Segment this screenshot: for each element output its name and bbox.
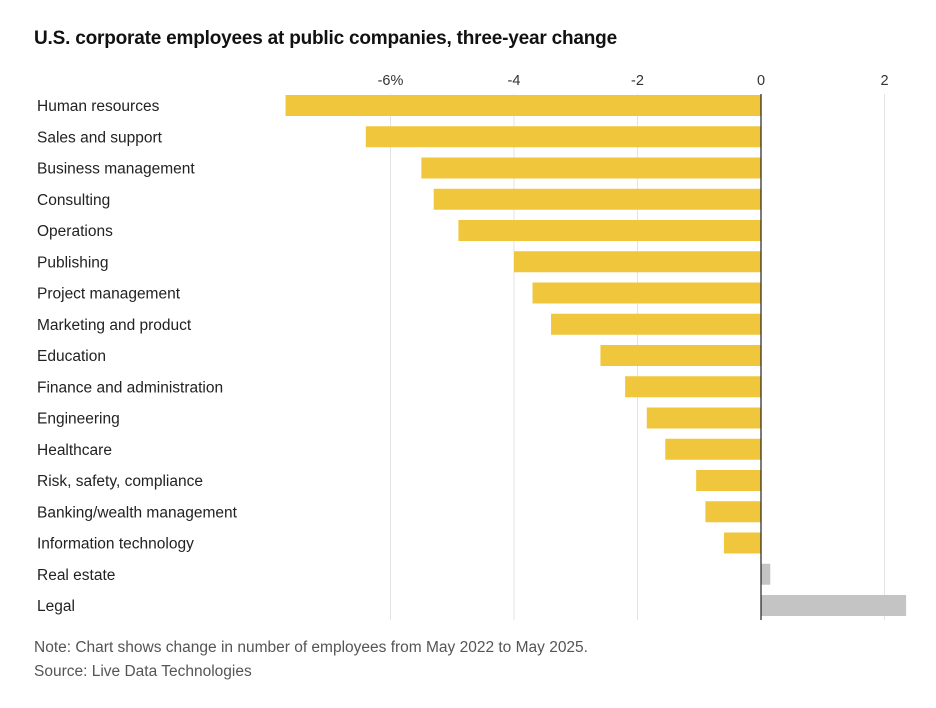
category-label: Publishing — [37, 254, 109, 271]
bar — [458, 220, 761, 241]
category-label: Project management — [37, 286, 181, 303]
bar — [646, 407, 761, 429]
bar — [625, 376, 761, 398]
bar — [285, 95, 761, 116]
x-tick-label: 2 — [880, 73, 888, 89]
bar — [705, 501, 761, 523]
bar — [421, 157, 761, 179]
x-tick-label: -2 — [631, 73, 644, 89]
category-label: Sales and support — [37, 129, 163, 146]
bar — [723, 532, 761, 554]
x-axis-ticks: -6% -4 -2 0 2 — [378, 73, 889, 89]
category-label: Risk, safety, compliance — [37, 473, 203, 490]
category-label: Business management — [37, 161, 195, 178]
x-tick-label: -4 — [508, 73, 521, 89]
bar — [600, 345, 761, 366]
category-label: Banking/wealth management — [37, 504, 238, 521]
category-label: Information technology — [37, 536, 194, 553]
chart-title: U.S. corporate employees at public compa… — [34, 28, 617, 49]
x-tick-label: 0 — [757, 73, 765, 89]
bar — [433, 188, 761, 210]
bar — [696, 470, 761, 491]
bar — [665, 438, 761, 460]
bar — [761, 595, 907, 616]
category-label: Marketing and product — [37, 317, 192, 334]
category-label: Operations — [37, 223, 113, 240]
category-label: Education — [37, 348, 106, 365]
category-label: Consulting — [37, 192, 110, 209]
category-label: Real estate — [37, 567, 115, 584]
bar — [551, 313, 761, 335]
bar — [514, 251, 761, 273]
chart-source: Source: Live Data Technologies — [34, 663, 252, 680]
category-label: Finance and administration — [37, 379, 223, 396]
category-label: Healthcare — [37, 442, 112, 459]
bar — [365, 126, 761, 148]
bar — [761, 563, 771, 585]
category-labels: Human resources Sales and support Business… — [37, 98, 238, 615]
bar — [532, 282, 761, 304]
chart-note: Note: Chart shows change in number of em… — [34, 639, 588, 656]
category-label: Human resources — [37, 98, 160, 115]
category-label: Legal — [37, 598, 75, 615]
bar-chart: -6% -4 -2 0 2 Human resources Sales and suppo… — [37, 73, 907, 620]
x-tick-label: -6% — [378, 73, 404, 89]
category-label: Engineering — [37, 411, 120, 428]
bars — [285, 95, 907, 616]
